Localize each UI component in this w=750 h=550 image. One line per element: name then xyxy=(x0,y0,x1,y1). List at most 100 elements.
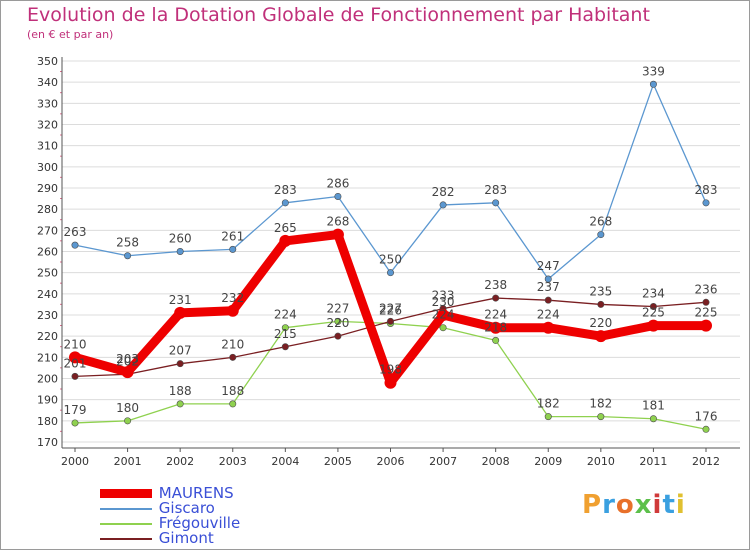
legend-label-giscaro: Giscaro xyxy=(158,499,215,517)
data-point xyxy=(174,306,187,319)
data-label: 227 xyxy=(326,301,349,315)
data-point xyxy=(281,324,289,332)
axes: 170 180 190 200 210 220 230 240 250 260 270 280 290 3… xyxy=(37,55,740,468)
x-tick-label: 2011 xyxy=(639,455,667,468)
data-label: 179 xyxy=(64,403,87,417)
data-label: 282 xyxy=(432,185,455,199)
data-label: 232 xyxy=(221,291,244,305)
data-label: 215 xyxy=(274,327,297,341)
y-tick-label: 240 xyxy=(37,288,58,301)
data-point xyxy=(124,252,132,260)
data-point xyxy=(384,376,397,389)
legend-label-maurens: MAURENS xyxy=(158,484,234,502)
x-tick-label: 2003 xyxy=(219,455,247,468)
data-label: 181 xyxy=(642,399,665,413)
y-tick-label: 270 xyxy=(37,224,58,237)
x-tick-label: 2012 xyxy=(692,455,720,468)
data-point xyxy=(649,415,657,423)
data-label: 236 xyxy=(695,282,718,296)
data-label: 176 xyxy=(695,409,718,423)
data-label: 260 xyxy=(169,232,192,246)
data-point xyxy=(492,199,500,207)
data-point xyxy=(176,360,184,368)
legend-swatch-gimont xyxy=(100,537,152,540)
data-label: 227 xyxy=(379,301,402,315)
data-label: 224 xyxy=(484,308,507,322)
grid xyxy=(62,60,740,443)
y-tick-label: 320 xyxy=(37,119,58,132)
data-label: 224 xyxy=(274,308,297,322)
legend-swatch-fregouville xyxy=(100,522,152,525)
data-label: 188 xyxy=(169,384,192,398)
proxiti-logo: Proxiti xyxy=(582,490,686,520)
series-line-giscaro xyxy=(74,83,707,280)
data-label: 201 xyxy=(64,356,87,370)
data-point xyxy=(702,199,710,207)
data-point xyxy=(229,245,237,253)
data-point xyxy=(124,417,132,425)
series-lines xyxy=(69,80,712,433)
data-label: 233 xyxy=(432,289,455,303)
legend-swatch-giscaro xyxy=(100,507,152,510)
x-tick-label: 2009 xyxy=(534,455,562,468)
data-point xyxy=(386,317,394,325)
legend-item-maurens: MAURENS xyxy=(100,484,234,502)
data-point xyxy=(647,319,660,332)
data-point xyxy=(439,201,447,209)
y-tick-label: 210 xyxy=(37,351,58,364)
data-label: 224 xyxy=(432,308,455,322)
data-label: 220 xyxy=(589,316,612,330)
data-label: 210 xyxy=(64,337,87,351)
data-point xyxy=(334,192,342,200)
x-tick-label: 2001 xyxy=(114,455,142,468)
data-point xyxy=(386,269,394,277)
data-point xyxy=(597,231,605,239)
data-point xyxy=(492,294,500,302)
data-label: 207 xyxy=(169,344,192,358)
data-label: 283 xyxy=(484,183,507,197)
data-label: 226 xyxy=(379,303,402,317)
data-label: 247 xyxy=(537,259,560,273)
data-label: 234 xyxy=(642,287,665,301)
data-point xyxy=(71,419,79,427)
y-tick-label: 340 xyxy=(37,76,58,89)
data-point xyxy=(597,413,605,421)
data-point xyxy=(544,296,552,304)
x-tick-label: 2000 xyxy=(61,455,89,468)
data-point xyxy=(544,275,552,283)
data-point xyxy=(226,304,239,317)
data-label: 283 xyxy=(695,183,718,197)
proxiti-logo-text: Proxiti xyxy=(582,490,686,520)
data-label: 231 xyxy=(169,293,192,307)
y-tick-label: 290 xyxy=(37,182,58,195)
data-label: 286 xyxy=(326,176,349,190)
data-label: 237 xyxy=(537,280,560,294)
y-tick-label: 170 xyxy=(37,436,58,449)
data-point xyxy=(334,332,342,340)
chart-subtitle: (en € et par an) xyxy=(27,28,114,41)
data-point xyxy=(281,199,289,207)
data-point xyxy=(71,372,79,380)
data-label: 265 xyxy=(274,221,297,235)
legend-item-gimont: Gimont xyxy=(100,529,214,547)
legend-swatch-maurens xyxy=(100,489,152,498)
data-point xyxy=(229,353,237,361)
data-label: 261 xyxy=(221,229,244,243)
data-point xyxy=(700,319,712,332)
data-point xyxy=(334,317,342,325)
data-point xyxy=(489,321,502,334)
y-tick-label: 250 xyxy=(37,267,58,280)
data-label: 203 xyxy=(116,352,139,366)
data-point xyxy=(594,330,607,343)
y-tick-label: 310 xyxy=(37,140,58,153)
data-label: 225 xyxy=(695,306,718,320)
data-label: 210 xyxy=(221,337,244,351)
x-tick-label: 2010 xyxy=(587,455,615,468)
data-point xyxy=(702,298,710,306)
y-tick-label: 300 xyxy=(37,161,58,174)
data-point xyxy=(437,309,450,321)
x-tick-label: 2005 xyxy=(324,455,352,468)
data-point xyxy=(439,324,447,332)
